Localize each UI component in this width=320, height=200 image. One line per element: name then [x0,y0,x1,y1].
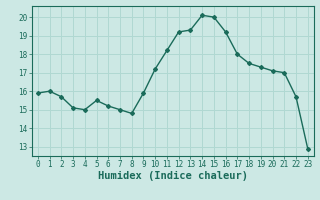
X-axis label: Humidex (Indice chaleur): Humidex (Indice chaleur) [98,171,248,181]
